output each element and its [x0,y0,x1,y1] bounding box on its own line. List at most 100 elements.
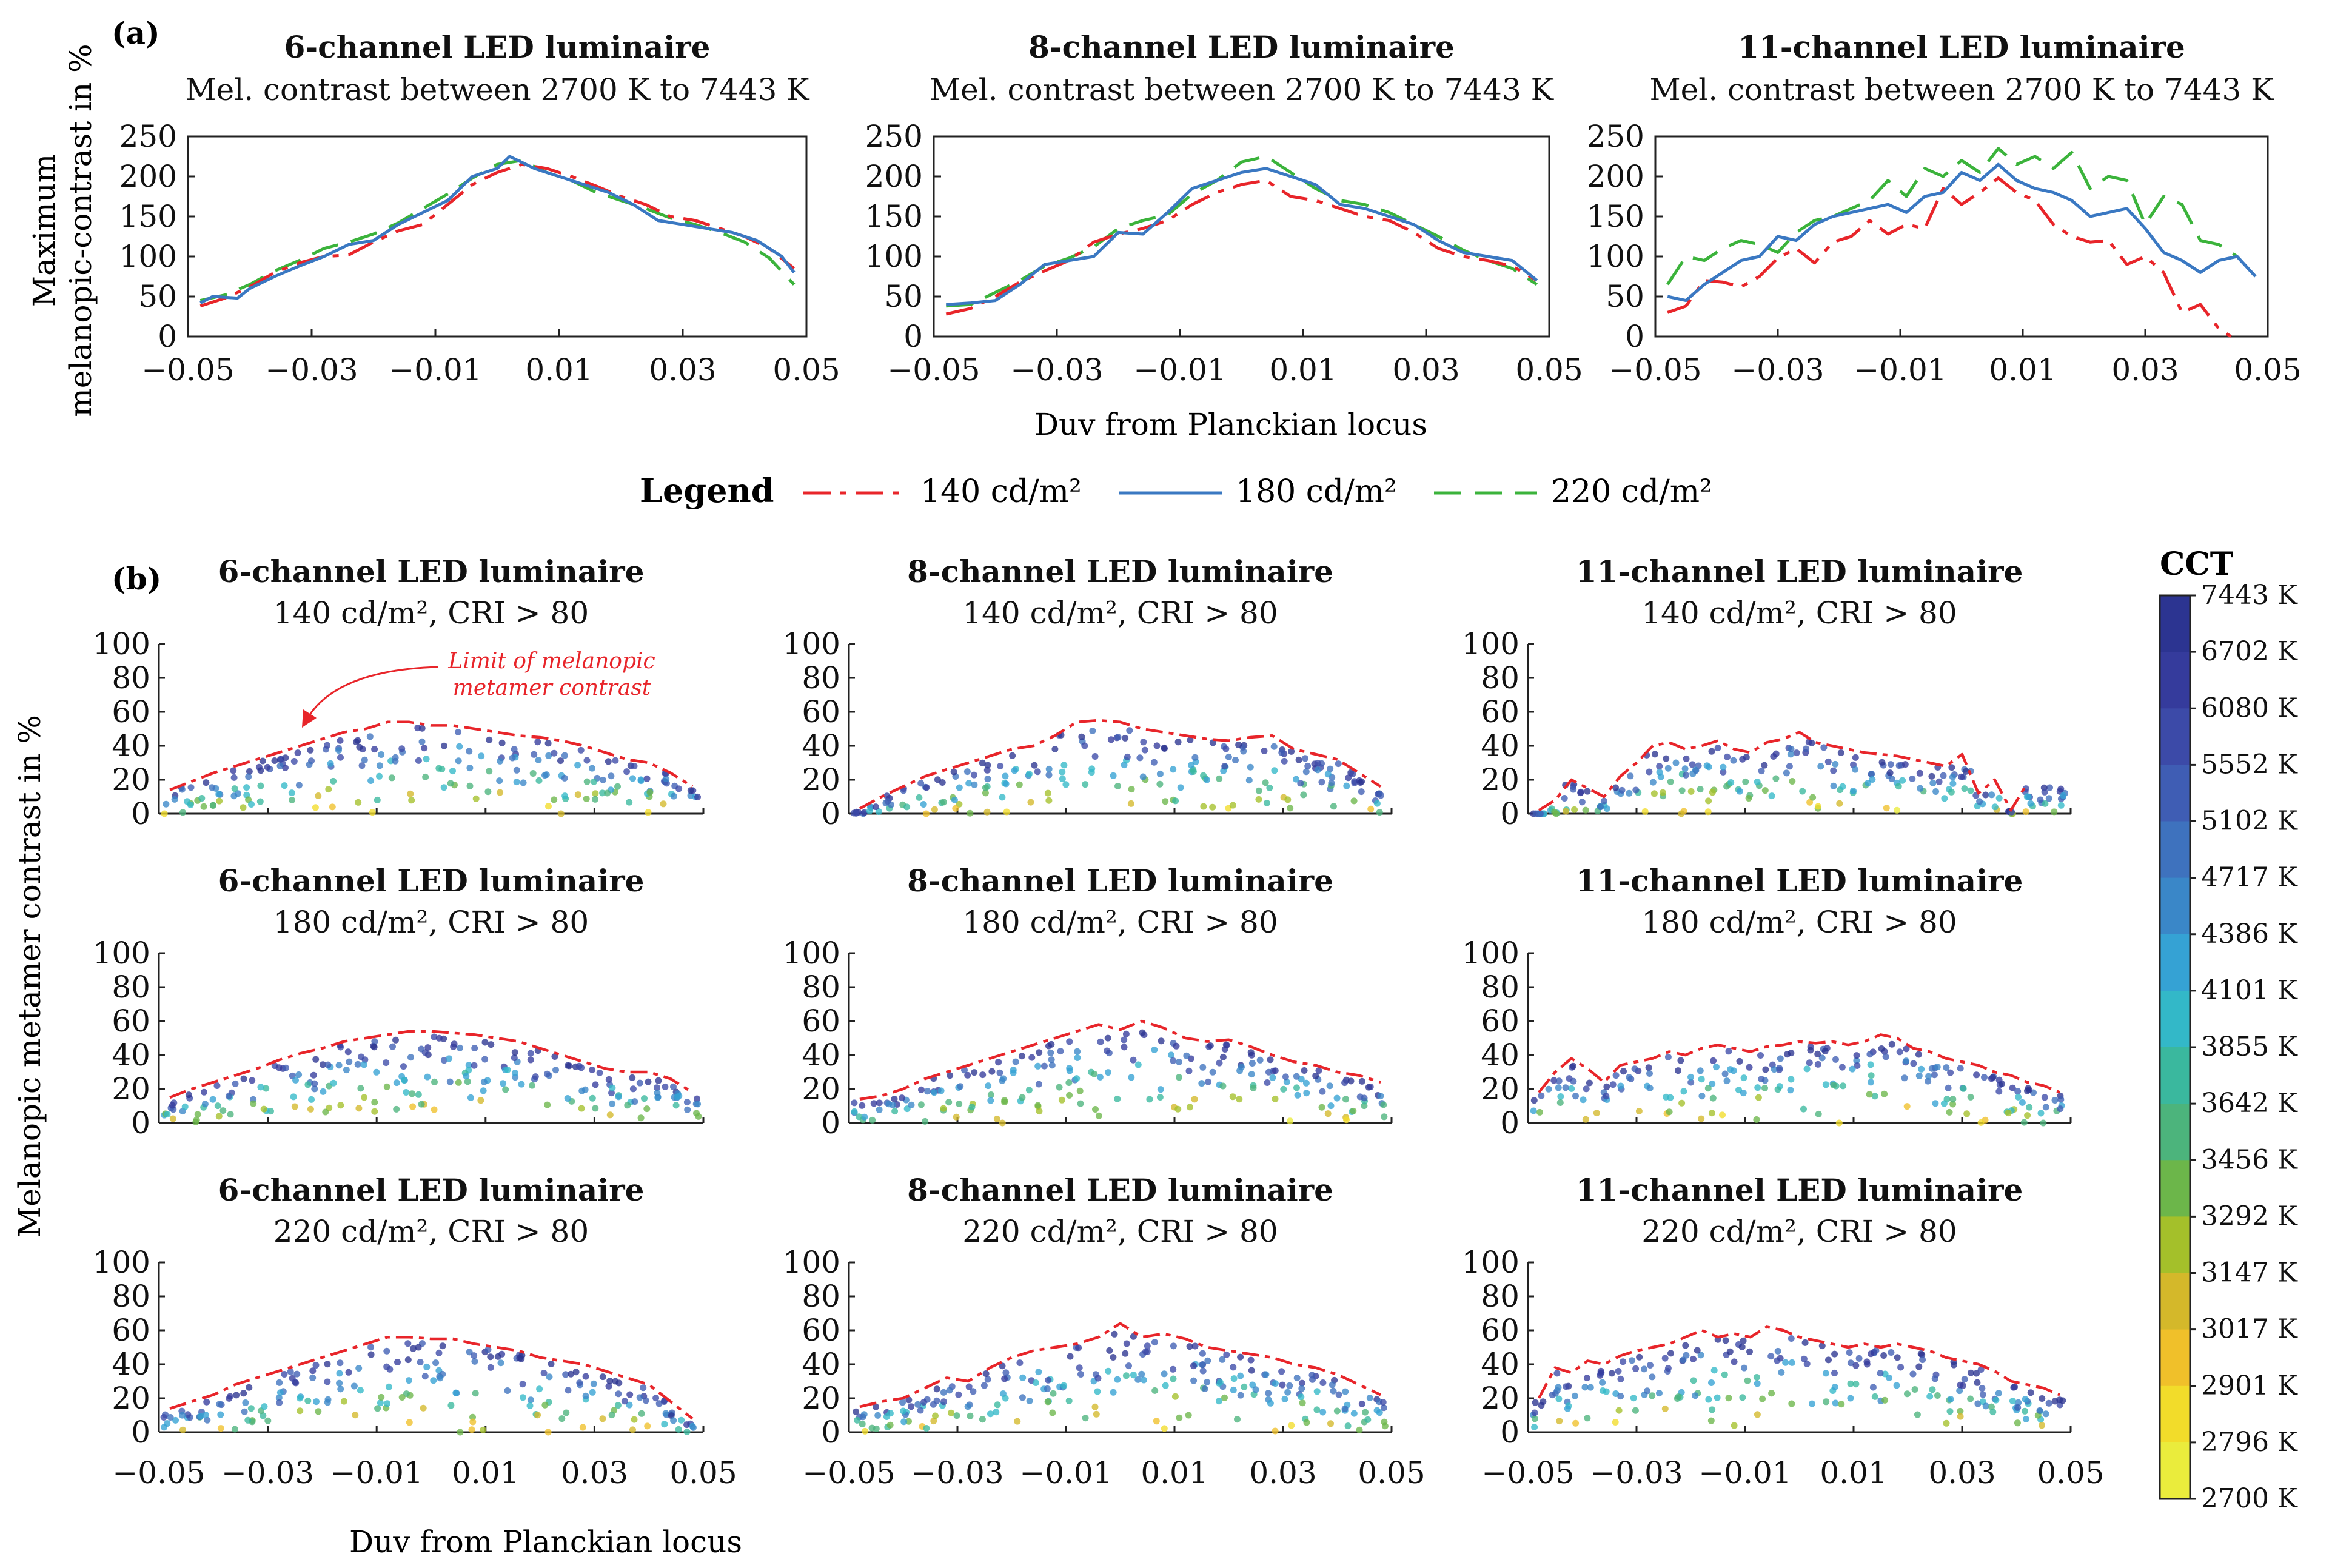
scatter-point [1288,1422,1295,1429]
scatter-point [924,1088,931,1095]
scatter-point [565,1062,571,1069]
scatter-point [1644,1387,1651,1395]
scatter-point [1330,1387,1337,1395]
scatter-point [1066,1038,1073,1045]
scatter-point [233,1392,240,1399]
scatter-point [216,797,223,805]
scatter-point [1361,1094,1368,1102]
scatter-point [1002,780,1010,788]
scatter-point [248,801,255,808]
chart-title: 11-channel LED luminaire [1738,29,2185,65]
scatter-point [527,1050,534,1057]
scatter-point [246,1384,253,1391]
scatter-point [179,1426,186,1433]
scatter-point [244,1416,252,1424]
scatter-point [1358,778,1365,785]
scatter-point [312,804,319,811]
scatter-point [1803,1065,1811,1073]
scatter-point [335,747,342,754]
scatter-point [1278,749,1285,756]
scatter-point [1725,1048,1732,1055]
scatter-point [352,1412,359,1419]
scatter-point [247,1405,255,1412]
y-tick-label: 0 [1500,1105,1519,1141]
plot-frame [933,135,1550,338]
scatter-point [1074,1048,1081,1055]
scatter-point [1139,1029,1146,1036]
scatter-point [1656,763,1663,770]
scatter-point [1349,770,1356,777]
scatter-point [1761,787,1769,794]
scatter-point [1739,1394,1746,1401]
scatter-point [203,1398,210,1406]
scatter-point [2015,1093,2022,1101]
scatter-point [504,1066,511,1073]
scatter-point [982,784,989,791]
scatter-point [1315,1067,1322,1074]
scatter-point [1151,1046,1158,1053]
scatter-point [1380,1404,1387,1412]
colorbar-tick-label: 3017 K [2201,1314,2298,1345]
scatter-point [1088,769,1095,776]
scatter-point [1911,1386,1918,1393]
scatter-point [437,1375,444,1382]
scatter-point [1019,1394,1026,1401]
scatter-point [2026,1104,2033,1111]
scatter-point [1230,1386,1237,1393]
scatter-point [289,797,295,803]
scatter-point [1620,1068,1627,1075]
scatter-point [1095,1112,1102,1119]
scatter-point [2060,792,2067,799]
scatter-point [899,1399,906,1406]
scatter-point [1301,1067,1308,1074]
x-tick-label: −0.01 [1019,1455,1112,1490]
scatter-point [1949,780,1957,787]
scatter-point [884,798,891,805]
scatter-point [378,1393,385,1401]
scatter-point [456,1044,463,1051]
scatter-point [950,768,957,776]
scatter-point [629,1426,636,1433]
y-tick-label: 200 [865,159,923,194]
scatter-point [1223,1351,1230,1358]
scatter-point [315,792,322,799]
x-tick-label: −0.05 [1609,352,1701,387]
scatter-point [564,1095,571,1102]
scatter-point [520,1394,526,1401]
scatter-point [1615,1367,1622,1375]
scatter-point [1881,1370,1889,1378]
scatter-point [240,1390,247,1397]
scatter-point [1223,1042,1230,1049]
scatter-point [306,761,313,768]
scatter-point [263,1085,270,1092]
scatter-point [344,1048,352,1056]
scatter-point [1201,1385,1208,1392]
scatter-point [1650,790,1658,797]
y-tick-label: 0 [131,1415,150,1450]
scatter-point [1134,1061,1142,1068]
scatter-point [1935,778,1943,785]
scatter-point [1753,1116,1760,1123]
scatter-point [956,1101,963,1107]
scatter-point [1991,803,1999,811]
scatter-point [288,789,295,797]
y-tick-label: 100 [783,1245,840,1280]
scatter-point [1555,1077,1563,1085]
scatter-point [455,1079,462,1086]
scatter-point [1219,1082,1227,1090]
scatter-point [1536,810,1544,817]
scatter-point [1247,1356,1255,1364]
scatter-point [292,1379,300,1387]
scatter-point [940,1398,947,1406]
scatter-point [1740,1090,1747,1097]
scatter-point [1584,788,1591,795]
scatter-point [1555,1384,1562,1391]
scatter-point [995,1059,1002,1066]
scatter-point [526,1402,534,1409]
scatter-point [455,729,462,735]
scatter-point [1956,1387,1963,1395]
scatter-point [1324,1110,1332,1117]
scatter-point [561,752,568,759]
scatter-point [179,809,186,816]
